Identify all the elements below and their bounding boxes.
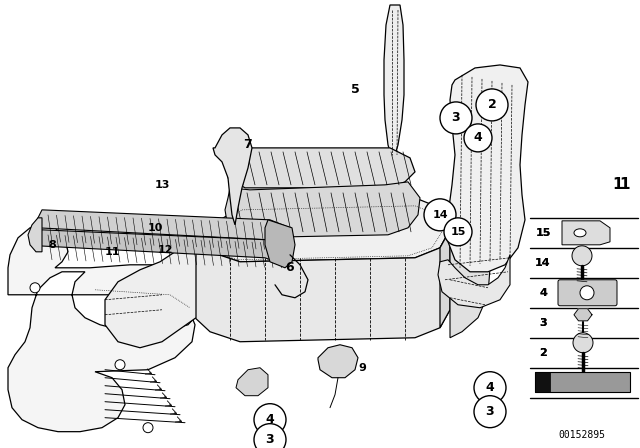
Text: 14: 14 bbox=[432, 210, 448, 220]
Circle shape bbox=[580, 286, 594, 300]
Circle shape bbox=[424, 199, 456, 231]
Text: 3: 3 bbox=[486, 405, 494, 418]
Text: 15: 15 bbox=[535, 228, 550, 238]
Polygon shape bbox=[236, 368, 268, 396]
Polygon shape bbox=[228, 148, 415, 188]
Circle shape bbox=[474, 372, 506, 404]
Text: 1: 1 bbox=[612, 177, 623, 192]
Polygon shape bbox=[195, 230, 450, 342]
Text: 15: 15 bbox=[451, 227, 466, 237]
Polygon shape bbox=[318, 345, 358, 378]
Text: 4: 4 bbox=[539, 288, 547, 298]
Text: 2: 2 bbox=[488, 99, 497, 112]
Circle shape bbox=[573, 333, 593, 353]
Text: 1: 1 bbox=[620, 177, 630, 192]
Circle shape bbox=[476, 89, 508, 121]
Circle shape bbox=[115, 360, 125, 370]
Polygon shape bbox=[438, 255, 510, 308]
Text: 4: 4 bbox=[474, 131, 483, 144]
Polygon shape bbox=[440, 230, 450, 328]
Text: 5: 5 bbox=[351, 83, 360, 96]
Polygon shape bbox=[36, 210, 292, 245]
Circle shape bbox=[444, 218, 472, 246]
Text: 11: 11 bbox=[104, 247, 120, 257]
Circle shape bbox=[474, 396, 506, 428]
Text: 7: 7 bbox=[244, 138, 252, 151]
Polygon shape bbox=[105, 238, 196, 348]
Text: 13: 13 bbox=[154, 180, 170, 190]
Text: 6: 6 bbox=[285, 261, 294, 274]
Text: 2: 2 bbox=[539, 348, 547, 358]
Text: 3: 3 bbox=[539, 318, 547, 328]
Polygon shape bbox=[8, 225, 205, 432]
Ellipse shape bbox=[574, 229, 586, 237]
Polygon shape bbox=[265, 220, 295, 268]
Text: 8: 8 bbox=[48, 240, 56, 250]
Text: 4: 4 bbox=[539, 288, 547, 298]
Polygon shape bbox=[448, 65, 528, 272]
Text: 10: 10 bbox=[147, 223, 163, 233]
Circle shape bbox=[464, 124, 492, 152]
Circle shape bbox=[30, 283, 40, 293]
Text: 9: 9 bbox=[358, 363, 366, 373]
Text: 3: 3 bbox=[539, 318, 547, 328]
Polygon shape bbox=[384, 5, 404, 162]
Text: 4: 4 bbox=[266, 413, 275, 426]
Polygon shape bbox=[195, 200, 450, 262]
Text: 3: 3 bbox=[452, 112, 460, 125]
Text: 12: 12 bbox=[157, 245, 173, 255]
Polygon shape bbox=[28, 218, 42, 252]
Polygon shape bbox=[574, 309, 592, 321]
Circle shape bbox=[572, 246, 592, 266]
Circle shape bbox=[440, 102, 472, 134]
Text: 4: 4 bbox=[486, 381, 494, 394]
Polygon shape bbox=[535, 372, 550, 392]
Circle shape bbox=[143, 422, 153, 433]
Circle shape bbox=[254, 424, 286, 448]
Text: 2: 2 bbox=[539, 348, 547, 358]
Polygon shape bbox=[213, 128, 252, 225]
Text: 14: 14 bbox=[535, 258, 551, 268]
Polygon shape bbox=[562, 221, 610, 245]
Polygon shape bbox=[450, 230, 490, 338]
Polygon shape bbox=[225, 182, 420, 238]
Text: 3: 3 bbox=[266, 433, 275, 446]
Polygon shape bbox=[36, 230, 288, 264]
Text: 15: 15 bbox=[535, 228, 550, 238]
Text: 14: 14 bbox=[535, 258, 551, 268]
FancyBboxPatch shape bbox=[558, 280, 617, 306]
Circle shape bbox=[254, 404, 286, 435]
Polygon shape bbox=[535, 372, 630, 392]
Text: 00152895: 00152895 bbox=[559, 430, 605, 439]
